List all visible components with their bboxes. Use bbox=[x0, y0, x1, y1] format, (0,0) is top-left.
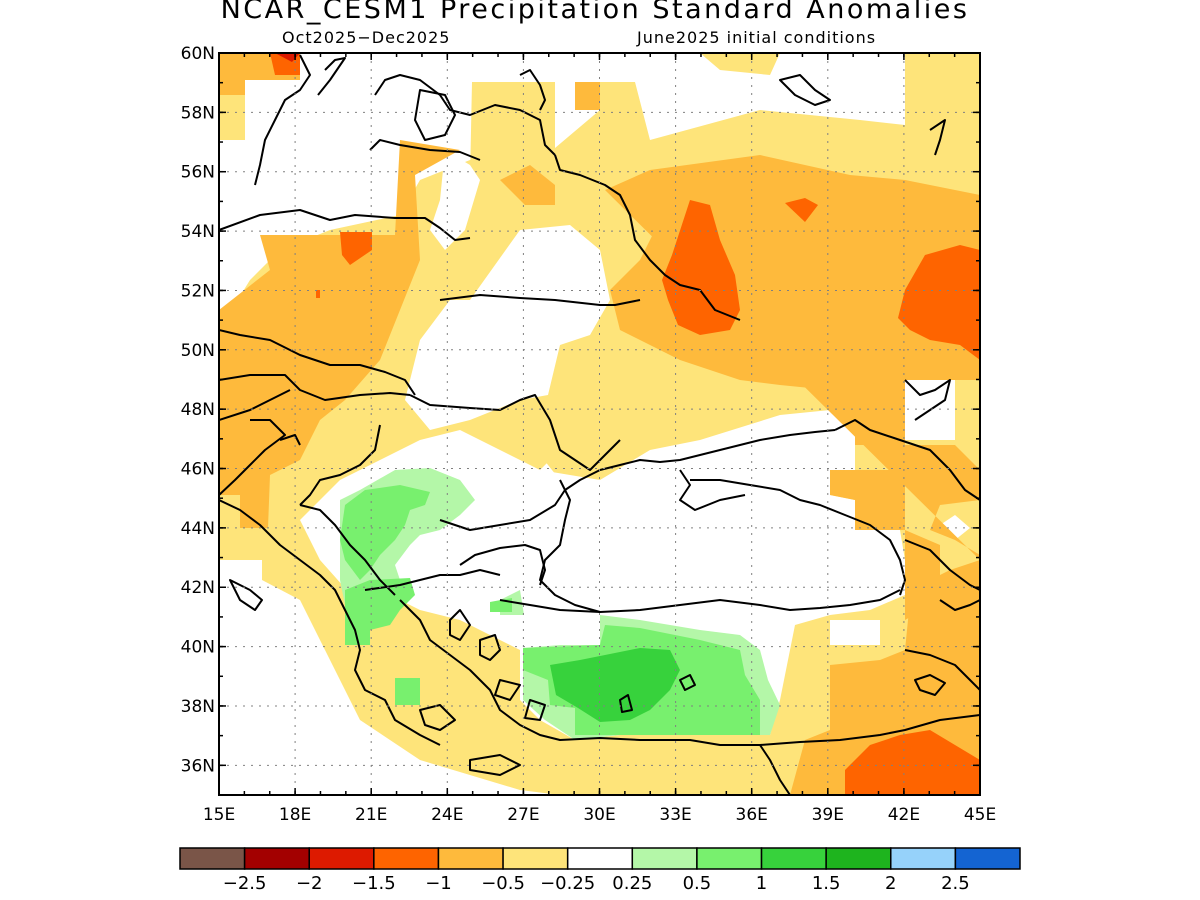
lat-tick-label: 60N bbox=[181, 44, 215, 64]
lon-tick-label: 33E bbox=[659, 805, 691, 825]
colorbar-label: −0.5 bbox=[481, 873, 525, 894]
anomaly-fill-dark-green bbox=[550, 648, 680, 722]
lon-tick-label: 18E bbox=[279, 805, 311, 825]
lon-tick-label: 36E bbox=[736, 805, 768, 825]
map-area bbox=[219, 53, 980, 795]
lat-tick-label: 42N bbox=[181, 578, 215, 598]
lon-tick-label: 30E bbox=[583, 805, 615, 825]
colorbar-swatch bbox=[502, 847, 569, 870]
latitude-tick-labels: 36N 38N 40N 42N 44N 46N 48N 50N 52N 54N 56N 58N 60N bbox=[181, 44, 215, 776]
lon-tick-label: 45E bbox=[964, 805, 996, 825]
colorbar-label: 0.25 bbox=[612, 873, 652, 894]
lat-tick-label: 46N bbox=[181, 460, 215, 480]
colorbar-label: 0.5 bbox=[683, 873, 712, 894]
lat-tick-label: 50N bbox=[181, 341, 215, 361]
lat-tick-label: 40N bbox=[181, 638, 215, 658]
colorbar-swatch bbox=[243, 847, 310, 870]
lon-tick-label: 15E bbox=[203, 805, 235, 825]
colorbar-swatch bbox=[890, 847, 957, 870]
lon-tick-label: 24E bbox=[431, 805, 463, 825]
colorbar-label: 2.5 bbox=[941, 873, 970, 894]
lat-tick-label: 38N bbox=[181, 697, 215, 717]
colorbar: −2.5 −2 −1.5 −1 −0.5 −0.25 0.25 0.5 1 1.5 2 2.5 bbox=[179, 847, 1021, 894]
lat-tick-label: 48N bbox=[181, 400, 215, 420]
lat-tick-label: 36N bbox=[181, 756, 215, 776]
colorbar-swatch bbox=[566, 847, 634, 870]
colorbar-swatch bbox=[373, 847, 440, 870]
colorbar-label: −1.5 bbox=[352, 873, 396, 894]
colorbar-swatch bbox=[696, 847, 763, 870]
colorbar-swatch bbox=[760, 847, 827, 870]
anomaly-fill-red bbox=[275, 53, 300, 62]
lat-tick-label: 56N bbox=[181, 163, 215, 183]
colorbar-label: −1 bbox=[425, 873, 452, 894]
chart-title: NCAR_CESM1 Precipitation Standard Anomal… bbox=[220, 0, 970, 25]
colorbar-swatch bbox=[954, 847, 1021, 870]
axis-ticks bbox=[218, 52, 981, 796]
anomaly-fill-orange bbox=[219, 53, 980, 795]
colorbar-label: −0.25 bbox=[540, 873, 595, 894]
colorbar-label: 1.5 bbox=[812, 873, 841, 894]
colorbar-label: 1 bbox=[756, 873, 767, 894]
initial-conditions: June2025 initial conditions bbox=[637, 28, 877, 47]
forecast-period: Oct2025−Dec2025 bbox=[282, 28, 451, 47]
lat-tick-label: 54N bbox=[181, 222, 215, 242]
lon-tick-label: 39E bbox=[812, 805, 844, 825]
colorbar-label: −2 bbox=[296, 873, 323, 894]
lon-tick-label: 27E bbox=[507, 805, 539, 825]
colorbar-swatch bbox=[825, 847, 892, 870]
colorbar-label: 2 bbox=[885, 873, 896, 894]
lat-tick-label: 58N bbox=[181, 103, 215, 123]
colorbar-swatch bbox=[437, 847, 504, 870]
colorbar-swatch bbox=[631, 847, 698, 870]
lon-tick-label: 42E bbox=[888, 805, 920, 825]
lat-tick-label: 52N bbox=[181, 281, 215, 301]
lat-tick-label: 44N bbox=[181, 519, 215, 539]
colorbar-label: −2.5 bbox=[223, 873, 267, 894]
colorbar-swatch bbox=[179, 847, 246, 870]
colorbar-swatch bbox=[308, 847, 375, 870]
longitude-tick-labels: 15E 18E 21E 24E 27E 30E 33E 36E 39E 42E 45E bbox=[203, 805, 996, 825]
lon-tick-label: 21E bbox=[355, 805, 387, 825]
